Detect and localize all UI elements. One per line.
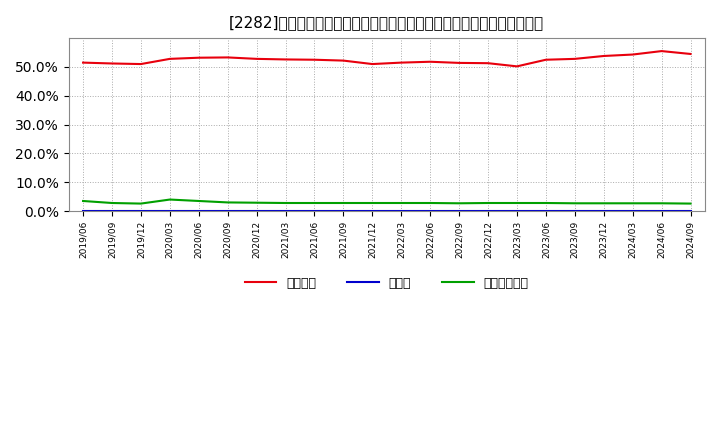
繰延税金資産 xyxy=(426,200,434,205)
繰延税金資産 xyxy=(455,201,464,206)
自己資本 xyxy=(194,55,203,60)
Title: [2282]　自己資本、のれん、繰延税金資産の総資産に対する比率の推移: [2282] 自己資本、のれん、繰延税金資産の総資産に対する比率の推移 xyxy=(229,15,544,30)
自己資本 xyxy=(570,56,579,62)
自己資本 xyxy=(339,58,348,63)
のれん xyxy=(455,208,464,213)
自己資本 xyxy=(513,64,521,69)
自己資本 xyxy=(223,55,232,60)
繰延税金資産 xyxy=(629,201,637,206)
自己資本 xyxy=(629,52,637,57)
繰延税金資産 xyxy=(194,198,203,204)
繰延税金資産 xyxy=(339,200,348,205)
繰延税金資産 xyxy=(223,200,232,205)
Line: 繰延税金資産: 繰延税金資産 xyxy=(83,200,690,204)
のれん xyxy=(570,208,579,213)
自己資本 xyxy=(426,59,434,64)
自己資本 xyxy=(78,60,87,65)
自己資本 xyxy=(686,51,695,57)
繰延税金資産 xyxy=(368,200,377,205)
自己資本 xyxy=(252,56,261,62)
のれん xyxy=(513,208,521,213)
自己資本 xyxy=(397,60,405,65)
のれん xyxy=(368,208,377,213)
繰延税金資産 xyxy=(78,198,87,204)
のれん xyxy=(397,208,405,213)
のれん xyxy=(223,208,232,213)
繰延税金資産 xyxy=(282,200,290,205)
繰延税金資産 xyxy=(252,200,261,205)
のれん xyxy=(426,208,434,213)
繰延税金資産 xyxy=(310,200,319,205)
のれん xyxy=(339,208,348,213)
自己資本 xyxy=(282,57,290,62)
繰延税金資産 xyxy=(137,201,145,206)
のれん xyxy=(166,208,174,213)
のれん xyxy=(600,208,608,213)
繰延税金資産 xyxy=(513,200,521,205)
繰延税金資産 xyxy=(484,200,492,205)
のれん xyxy=(629,208,637,213)
繰延税金資産 xyxy=(600,201,608,206)
のれん xyxy=(657,208,666,213)
自己資本 xyxy=(137,62,145,67)
自己資本 xyxy=(455,60,464,66)
繰延税金資産 xyxy=(108,200,117,205)
自己資本 xyxy=(310,57,319,62)
のれん xyxy=(108,208,117,213)
繰延税金資産 xyxy=(686,201,695,206)
繰延税金資産 xyxy=(570,201,579,206)
自己資本 xyxy=(368,62,377,67)
繰延税金資産 xyxy=(657,201,666,206)
自己資本 xyxy=(657,48,666,54)
のれん xyxy=(484,208,492,213)
のれん xyxy=(194,208,203,213)
Legend: 自己資本, のれん, 繰延税金資産: 自己資本, のれん, 繰延税金資産 xyxy=(240,272,534,295)
のれん xyxy=(310,208,319,213)
のれん xyxy=(686,208,695,213)
自己資本 xyxy=(166,56,174,62)
自己資本 xyxy=(108,61,117,66)
自己資本 xyxy=(600,53,608,59)
繰延税金資産 xyxy=(166,197,174,202)
繰延税金資産 xyxy=(541,200,550,205)
繰延税金資産 xyxy=(397,200,405,205)
のれん xyxy=(252,208,261,213)
のれん xyxy=(541,208,550,213)
のれん xyxy=(282,208,290,213)
自己資本 xyxy=(541,57,550,62)
のれん xyxy=(137,208,145,213)
のれん xyxy=(78,208,87,213)
自己資本 xyxy=(484,61,492,66)
Line: 自己資本: 自己資本 xyxy=(83,51,690,66)
